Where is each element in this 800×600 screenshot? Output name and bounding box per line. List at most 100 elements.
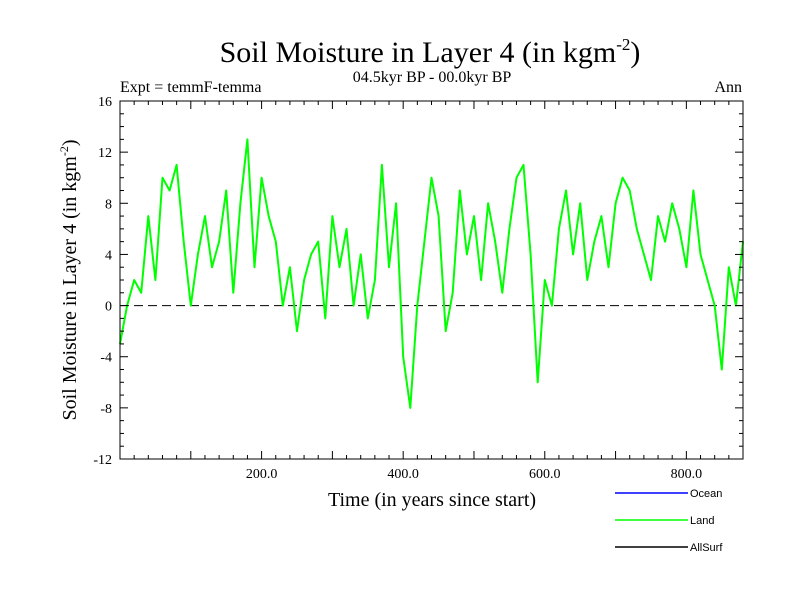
y-tick-label: 12 <box>98 146 112 161</box>
data-point-land <box>282 304 284 307</box>
data-point-land <box>239 202 242 205</box>
legend: Ocean Land AllSurf <box>615 488 723 554</box>
x-tick-label: 800.0 <box>671 467 703 482</box>
data-point-land <box>154 279 157 281</box>
data-point-land <box>551 304 553 307</box>
data-point-land <box>352 304 355 307</box>
data-point-land <box>409 407 412 409</box>
data-point-land <box>699 253 702 256</box>
y-tick-label: 0 <box>105 300 112 315</box>
data-point-land <box>345 228 348 230</box>
data-point-land <box>685 266 688 269</box>
data-point-land <box>636 228 638 230</box>
data-point-land <box>430 176 433 179</box>
data-point-land <box>586 279 589 281</box>
x-axis-label: Time (in years since start) <box>328 489 536 511</box>
data-point-land <box>204 215 206 217</box>
data-point-land <box>451 292 454 294</box>
data-point-land <box>253 266 256 269</box>
expt-label: Expt = temmF-temma <box>120 79 261 96</box>
y-tick-label: -8 <box>100 402 112 417</box>
legend-item-ocean: Ocean <box>615 488 722 500</box>
data-point-land <box>367 317 369 320</box>
data-point-land <box>423 240 426 243</box>
data-point-land <box>515 176 518 179</box>
data-point-land <box>713 304 716 307</box>
data-point-land <box>359 253 362 256</box>
data-point-land <box>225 189 227 192</box>
y-tick-label: 8 <box>105 197 112 212</box>
data-point-land <box>494 240 497 243</box>
y-tick-label: -4 <box>100 351 112 366</box>
data-point-land <box>529 253 532 256</box>
data-point-land <box>671 202 673 205</box>
chart-title: Soil Moisture in Layer 4 (in kgm-2) <box>220 35 641 69</box>
series-line-land <box>119 138 744 409</box>
data-point-land <box>565 189 567 192</box>
data-point-land <box>721 368 723 371</box>
data-point-land <box>161 176 164 179</box>
data-point-land <box>402 355 405 358</box>
data-point-land <box>544 279 546 281</box>
data-point-land <box>381 164 383 166</box>
data-point-land <box>168 189 171 192</box>
data-point-land <box>600 215 603 217</box>
data-point-land <box>480 279 482 281</box>
data-point-land <box>338 266 341 269</box>
y-tick-label: -12 <box>93 453 112 468</box>
data-point-land <box>558 228 560 230</box>
data-point-land <box>643 253 645 256</box>
data-point-land <box>388 266 390 269</box>
legend-item-land: Land <box>615 515 714 527</box>
data-point-land <box>572 253 574 256</box>
data-point-land <box>289 266 291 269</box>
legend-label-allsurf: AllSurf <box>690 542 723 554</box>
data-point-land <box>310 253 312 256</box>
period-label: Ann <box>714 79 742 96</box>
data-point-land <box>728 266 730 269</box>
data-point-land <box>459 189 461 192</box>
data-point-land <box>473 215 475 217</box>
x-tick-label: 600.0 <box>529 467 561 482</box>
data-point-land <box>246 138 249 141</box>
y-axis-label: Soil Moisture in Layer 4 (in kgm-2) <box>57 139 81 420</box>
data-point-land <box>140 292 142 294</box>
data-point-land <box>147 215 150 217</box>
data-point-land <box>197 253 199 256</box>
data-point-land <box>536 381 539 384</box>
data-point-land <box>267 215 270 217</box>
data-point-land <box>331 215 334 217</box>
data-point-land <box>444 330 447 332</box>
data-point-land <box>133 279 135 281</box>
data-point-land <box>374 279 376 281</box>
data-point-land <box>466 253 468 256</box>
data-point-land <box>190 304 192 307</box>
data-point-land <box>664 240 666 243</box>
data-point-land <box>579 202 581 205</box>
data-point-land <box>182 240 185 243</box>
legend-label-land: Land <box>690 515 714 527</box>
x-tick-label: 400.0 <box>387 467 419 482</box>
data-point-land <box>303 279 305 281</box>
data-point-land <box>175 164 178 166</box>
data-point-land <box>621 176 624 179</box>
data-point-land <box>416 304 419 307</box>
data-point-land <box>614 202 617 205</box>
data-point-land <box>508 228 511 230</box>
legend-label-ocean: Ocean <box>690 488 722 500</box>
plot-frame <box>119 100 744 460</box>
data-point-land <box>232 292 235 294</box>
data-point-land <box>296 330 298 332</box>
data-point-land <box>317 240 320 243</box>
data-point-land <box>678 228 681 230</box>
data-point-land <box>324 317 327 320</box>
y-tick-label: 16 <box>98 95 112 110</box>
data-point-land <box>260 176 263 179</box>
x-tick-label: 200.0 <box>246 467 278 482</box>
data-point-land <box>593 240 596 243</box>
legend-item-allsurf: AllSurf <box>615 542 723 554</box>
y-tick-label: 4 <box>105 248 112 263</box>
chart-subtitle: 04.5kyr BP - 00.0kyr BP <box>353 69 512 86</box>
data-point-land <box>650 279 652 281</box>
